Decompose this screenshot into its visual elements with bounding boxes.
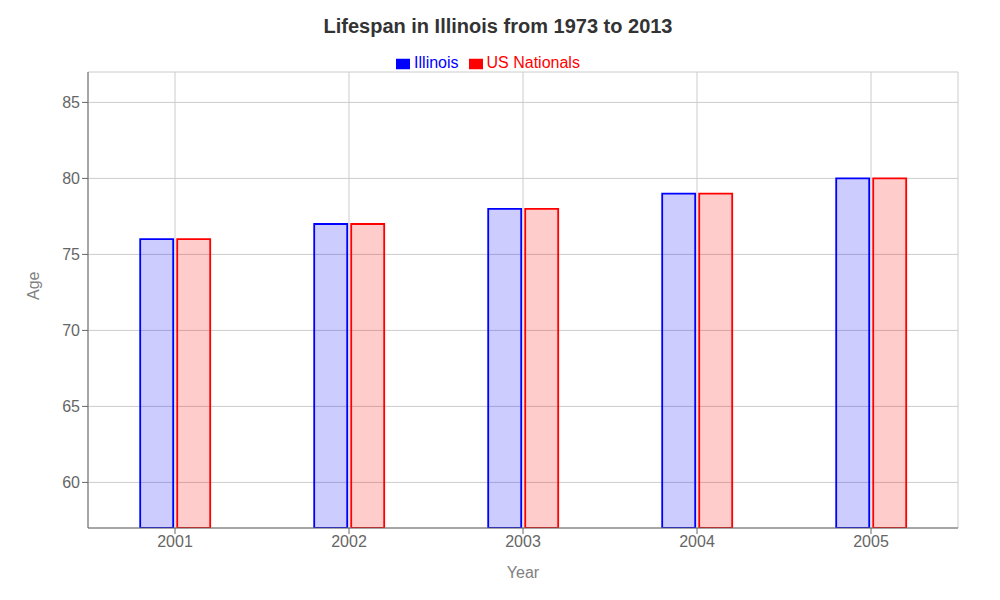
svg-text:2005: 2005 xyxy=(853,533,889,550)
html-text:Lifespan in Illinois from 1973: Lifespan in Illinois from 1973 to 2013 xyxy=(323,15,673,37)
html-text:Illinois: Illinois xyxy=(414,54,459,71)
svg-text:65: 65 xyxy=(62,398,80,415)
html-text:US Nationals: US Nationals xyxy=(486,54,580,71)
svg-text:2003: 2003 xyxy=(505,533,541,550)
svg-text:2004: 2004 xyxy=(679,533,715,550)
svg-text:60: 60 xyxy=(62,474,80,491)
svg-text:2002: 2002 xyxy=(331,533,367,550)
svg-text:Age: Age xyxy=(25,271,42,300)
svg-text:2001: 2001 xyxy=(157,533,193,550)
svg-text:85: 85 xyxy=(62,94,80,111)
svg-text:Year: Year xyxy=(507,564,540,581)
svg-text:80: 80 xyxy=(62,170,80,187)
svg-text:70: 70 xyxy=(62,322,80,339)
svg-text:75: 75 xyxy=(62,246,80,263)
